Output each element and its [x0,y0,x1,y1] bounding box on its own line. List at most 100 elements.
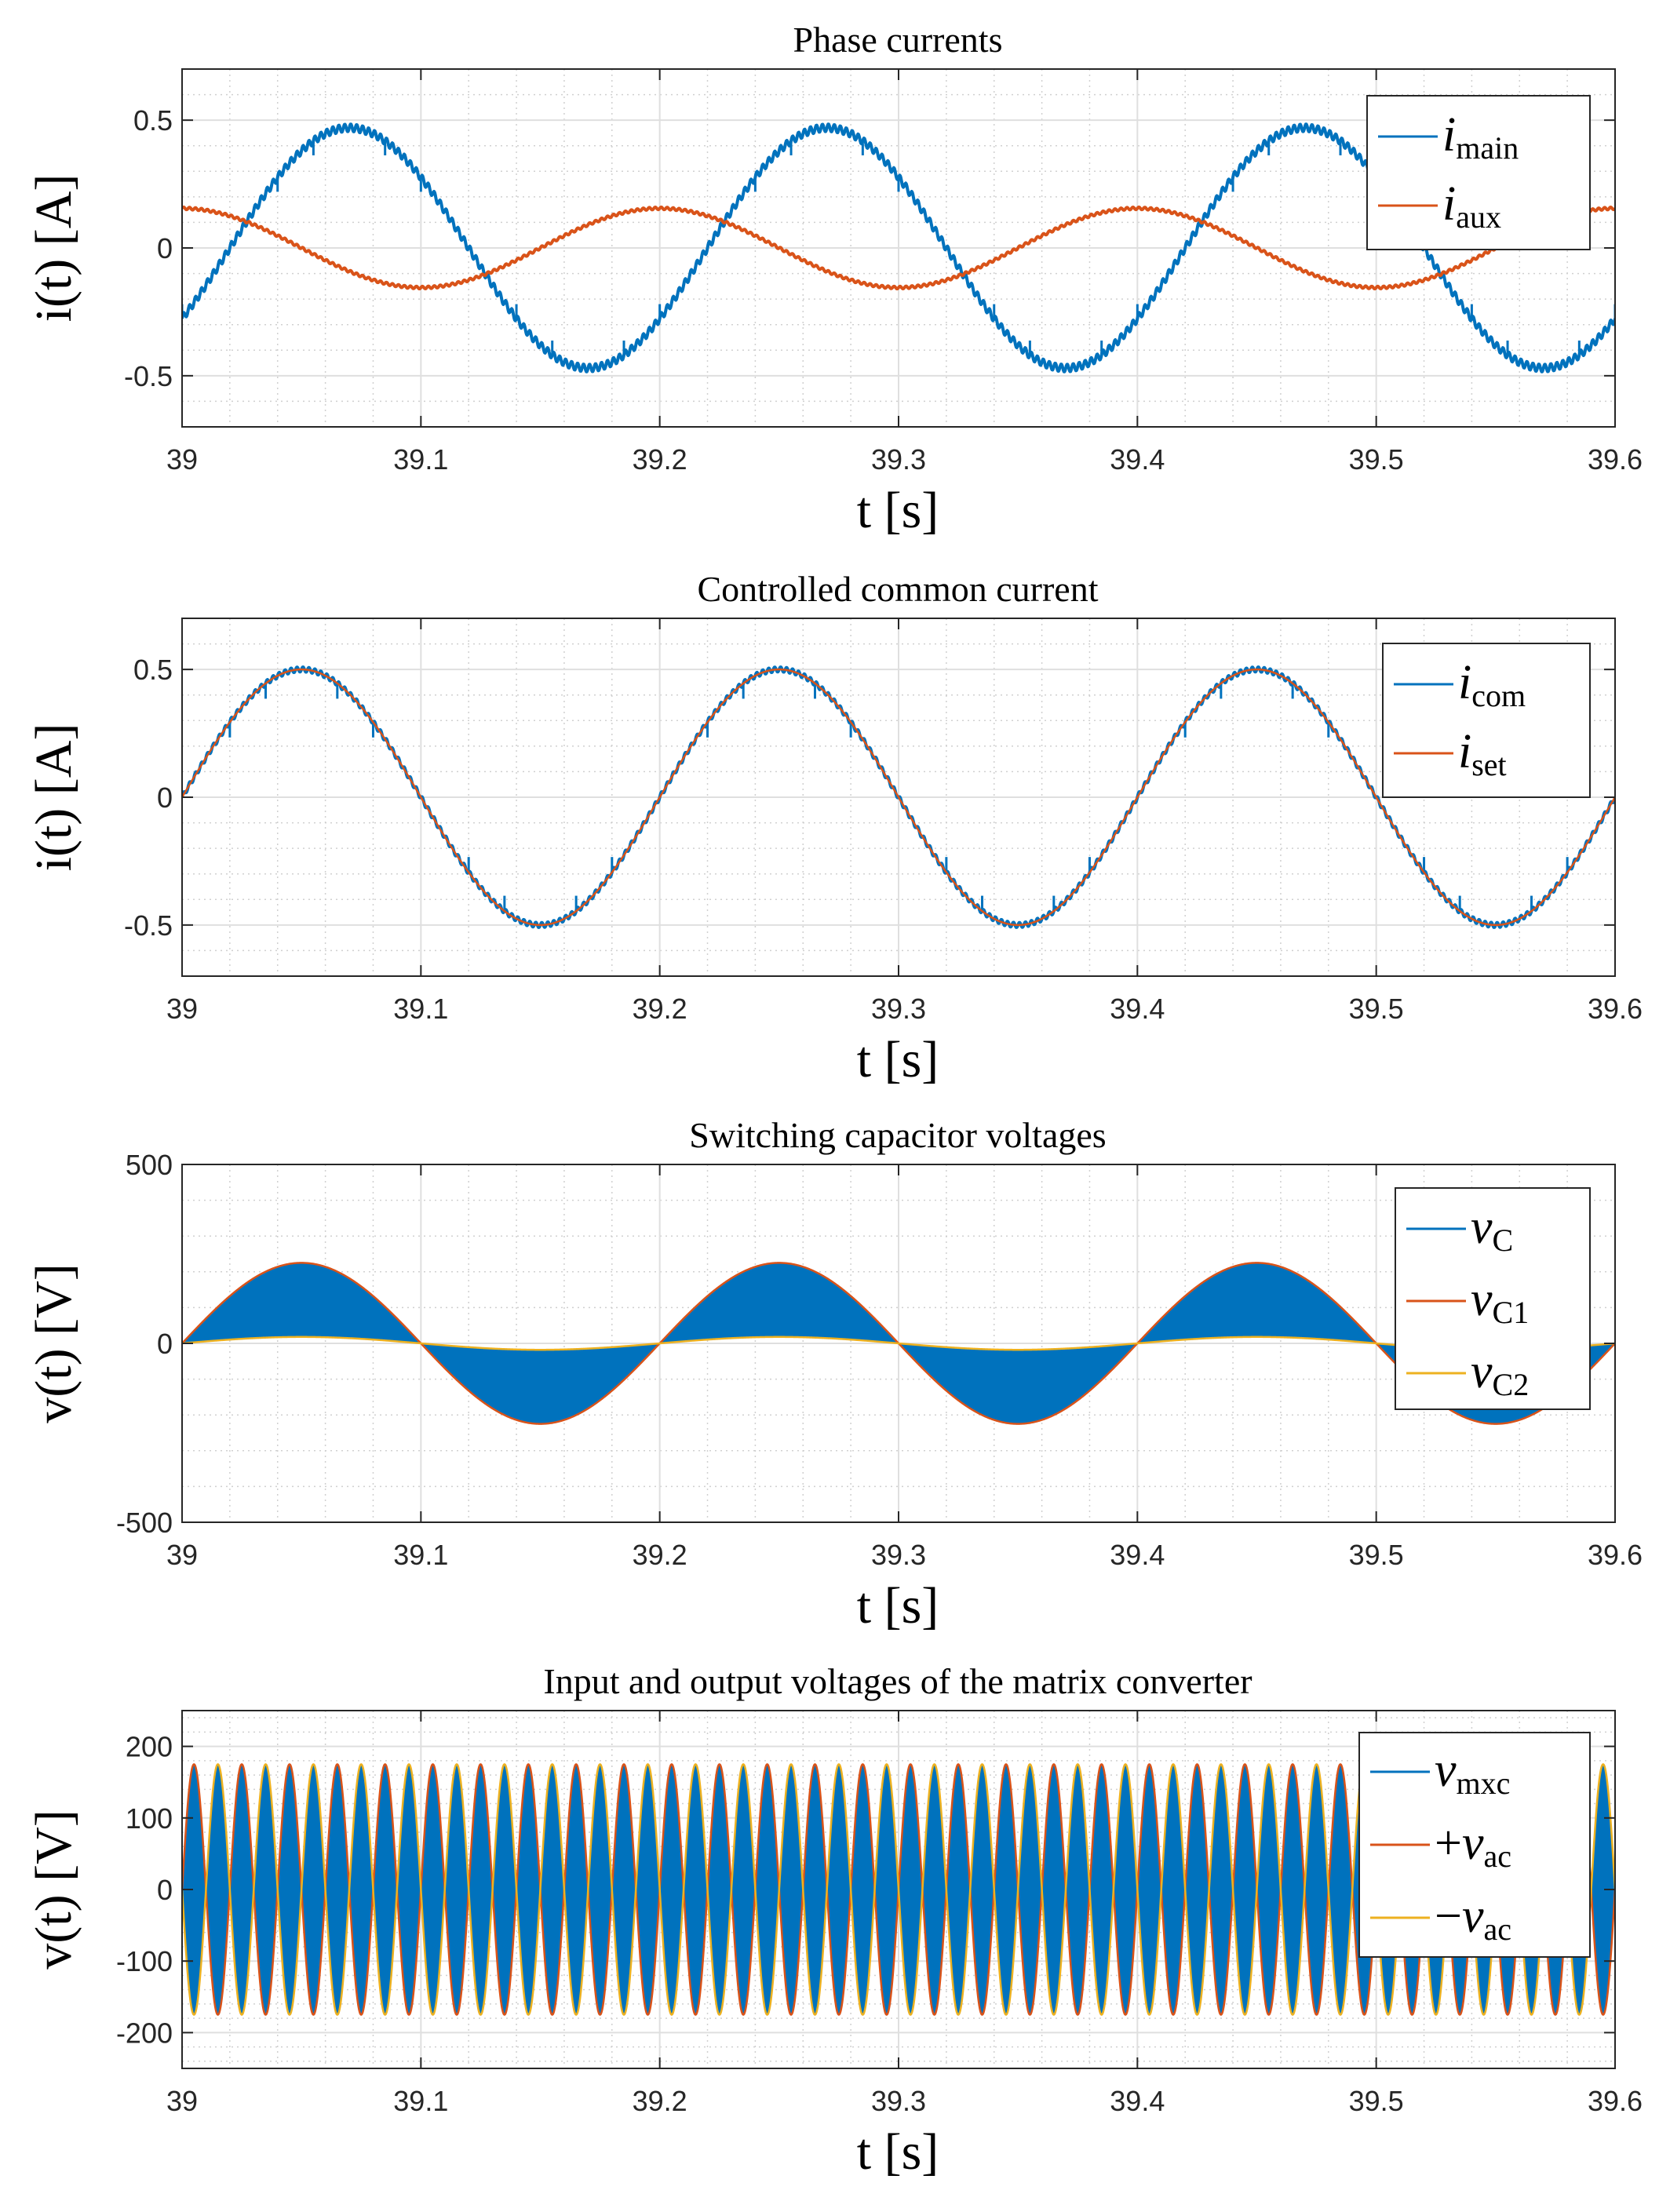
x-tick-label: 39.5 [1349,2085,1404,2117]
y-axis-label: i(t) [A] [25,174,82,323]
legend-label-main: i [1458,725,1471,778]
legend-label-main: i [1442,177,1456,231]
legend-label-v_C2: vC2 [1471,1345,1529,1402]
legend-label-main: v [1471,1345,1493,1398]
legend-label-main: i [1458,656,1471,709]
y-tick-label: 100 [126,1802,173,1835]
legend-label-sub: ac [1484,1911,1512,1947]
data-layer [182,1262,1615,1425]
tick-marks [181,69,1616,427]
x-tick-label: 39.6 [1588,993,1643,1025]
y-tick-label: 0 [157,232,173,264]
series-v_C2 [182,1336,1615,1351]
legend-label-main: v [1471,1273,1493,1326]
data-layer [182,665,1615,929]
minor-grid [182,1164,1615,1522]
series-i_set [182,668,1615,927]
legend-box [1382,643,1591,798]
x-tick-label: 39.4 [1110,1539,1165,1571]
y-tick-label: -500 [116,1507,173,1539]
x-tick-label: 39.3 [871,1539,926,1571]
tick-marks [181,618,1616,976]
y-tick-label: 200 [126,1731,173,1763]
legend-label-i_com: icom [1458,656,1526,713]
minor-grid [182,1711,1615,2068]
x-tick-label: 39 [166,993,198,1025]
legend-label-main: i [1442,108,1456,162]
legend-label-v_C: vC [1471,1201,1513,1258]
panel-phase-currents: 39 39.1 39.2 39.3 39.4 39.5 39.6 -0.5 0 0.5 Phase … [25,20,1643,539]
legend-label-sub: com [1471,678,1526,713]
legend-label-sub: C1 [1493,1295,1530,1330]
x-axis-label: t [s] [857,2123,939,2181]
x-tick-label: 39.5 [1349,1539,1404,1571]
y-tick-label: 0 [157,1874,173,1906]
panel-common-current: 39 39.1 39.2 39.3 39.4 39.5 39.6 -0.5 0 0.5 Contro… [25,569,1643,1088]
legend: vmxc+vac−vac [1358,1732,1591,1958]
tick-marks [181,1711,1616,2068]
y-tick-label: 0 [157,1328,173,1360]
x-tick-label: 39.4 [1110,993,1165,1025]
y-tick-label: 500 [126,1149,173,1181]
x-tick-label: 39.3 [871,2085,926,2117]
legend-label-sub: C2 [1493,1367,1530,1402]
legend-label-sub: ac [1484,1838,1512,1874]
x-tick-label: 39.1 [393,2085,448,2117]
tick-marks [181,1164,1616,1523]
x-tick-label: 39 [166,443,198,476]
legend-label-sub: C [1493,1223,1514,1258]
x-tick-label: 39 [166,1539,198,1571]
y-tick-label: 0.5 [133,104,173,137]
chart-title: Controlled common current [698,569,1099,609]
x-tick-label: 39.5 [1349,993,1404,1025]
legend-label-main: v [1471,1201,1493,1254]
x-tick-label: 39.6 [1588,1539,1643,1571]
x-tick-label: 39.2 [633,1539,687,1571]
y-tick-label: -0.5 [124,360,173,392]
x-tick-label: 39.1 [393,443,448,476]
x-axis-label: t [s] [857,1577,939,1634]
legend-label--v_ac: −vac [1435,1889,1511,1947]
legend: icom iset [1382,643,1591,798]
legend-label-main: v [1462,1889,1484,1943]
legend-label-+v_ac: +vac [1435,1817,1511,1874]
x-axis-label: t [s] [857,482,939,539]
series-i_aux [182,205,1615,291]
y-tick-label: 0 [157,782,173,814]
legend-label-v_mxc: vmxc [1435,1744,1510,1801]
legend-label-sub: main [1456,130,1519,166]
x-tick-label: 39.6 [1588,443,1643,476]
x-tick-label: 39.4 [1110,2085,1165,2117]
legend-label-v_C1: vC1 [1471,1273,1529,1330]
legend-label-main: v [1462,1817,1484,1870]
y-tick-label: 0.5 [133,654,173,686]
legend-box [1366,95,1591,250]
x-tick-label: 39.2 [633,443,687,476]
x-tick-label: 39.1 [393,993,448,1025]
y-tick-label: -200 [116,2017,173,2049]
x-tick-label: 39.3 [871,443,926,476]
panel-capacitor-voltages: 39 39.1 39.2 39.3 39.4 39.5 39.6 -500 0 500 Switch… [25,1115,1643,1634]
x-tick-label: 39.2 [633,2085,687,2117]
x-tick-label: 39.1 [393,1539,448,1571]
x-axis-label: t [s] [857,1031,939,1088]
legend-label-prefix: + [1435,1817,1462,1870]
x-tick-label: 39.2 [633,993,687,1025]
chart-title: Phase currents [793,20,1003,60]
panel-matrix-converter-voltages: 39 39.1 39.2 39.3 39.4 39.5 39.6 -200 -100 0 100 20… [25,1661,1643,2181]
legend-label-sub: mxc [1457,1766,1511,1801]
legend-label-sub: aux [1456,199,1501,235]
y-tick-label: -100 [116,1945,173,1977]
legend-label-main: v [1435,1744,1457,1797]
x-tick-label: 39.5 [1349,443,1404,476]
legend-label-i_set: iset [1458,725,1507,782]
y-axis-label: v(t) [V] [25,1263,82,1423]
y-axis-label: v(t) [V] [25,1809,82,1969]
y-tick-label: -0.5 [124,909,173,942]
x-tick-label: 39.3 [871,993,926,1025]
x-tick-label: 39.4 [1110,443,1165,476]
y-axis-label: i(t) [A] [25,723,82,872]
legend-label-prefix: − [1435,1889,1462,1943]
